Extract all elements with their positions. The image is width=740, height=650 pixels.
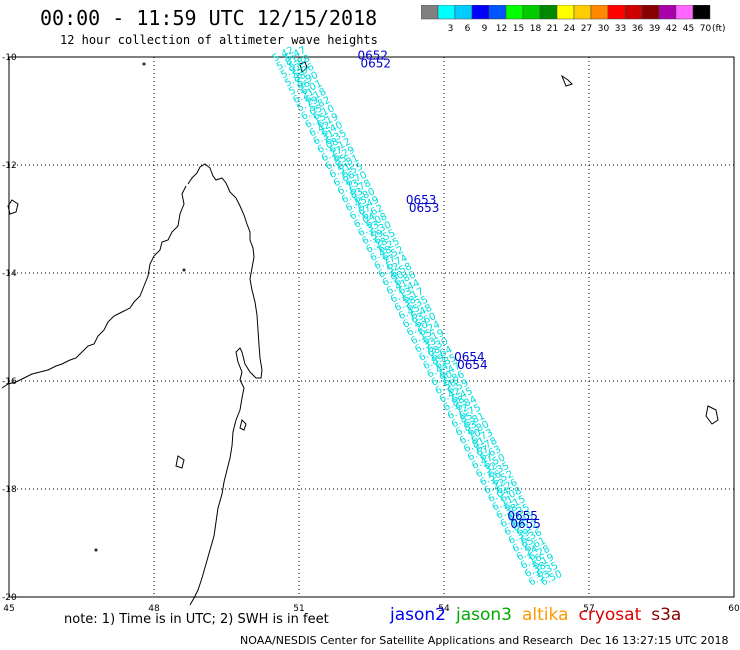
scale-swatch [692, 5, 711, 20]
pass-time-label: 0652 [358, 48, 389, 62]
scale-tick-label: 3 [448, 24, 454, 34]
satellite-legend-item: s3a [651, 605, 682, 625]
islet [142, 62, 146, 66]
scale-tick-label: 15 [513, 24, 524, 34]
island-small-2 [175, 455, 185, 469]
satellite-legend-item: altika [522, 605, 569, 625]
island-east [560, 74, 573, 87]
scale-tick-label: 18 [530, 24, 542, 34]
satellite-legend-item: jason3 [456, 605, 512, 625]
lat-tick-label: -16 [2, 377, 17, 387]
lon-tick-label: 54 [438, 604, 450, 614]
scale-tick-label: 33 [615, 24, 626, 34]
pass-time-label: 0652 [361, 56, 392, 70]
madagascar-coastline [187, 163, 263, 606]
lon-tick-label: 57 [583, 604, 594, 614]
satellite-tracks: 5.425.815.925.885.966.215.796.056.156.42… [271, 45, 564, 588]
scale-tick-label: 70 [700, 24, 712, 34]
islet [94, 548, 98, 552]
map-frame [8, 56, 735, 598]
scale-tick-label: 36 [632, 24, 644, 34]
satellite-legend: jason2 jason3 altika cryosat s3a [390, 605, 691, 625]
scale-tick-label: 9 [482, 24, 488, 34]
lat-tick-label: -12 [2, 161, 17, 171]
credit-text: NOAA/NESDIS Center for Satellite Applica… [240, 634, 574, 647]
islet [182, 268, 186, 272]
mauritius-island [705, 405, 719, 425]
satellite-legend-item: cryosat [578, 605, 642, 625]
pass-time-label: 0654 [457, 358, 488, 372]
scale-tick-label: 39 [649, 24, 661, 34]
madagascar-west-coastline [1, 185, 187, 389]
scale-tick-label: 6 [465, 24, 471, 34]
lat-tick-label: -14 [2, 269, 17, 279]
scale-unit: (ft) [712, 24, 726, 34]
scale-tick-label: 45 [683, 24, 694, 34]
lat-tick-label: -20 [2, 593, 17, 603]
lon-tick-label: 51 [293, 604, 304, 614]
satellite-legend-item: jason2 [390, 605, 446, 625]
coastline [1, 61, 719, 606]
lat-tick-label: -10 [2, 53, 17, 63]
scale-tick-label: 12 [496, 24, 507, 34]
generation-timestamp: Dec 16 13:27:15 UTC 2018 [580, 634, 729, 647]
wave-height-color-scale: 3 6 9 12 15 18 21 24 27 30 33 36 39 42 45 70 (ft) [421, 5, 726, 34]
footer-note: note: 1) Time is in UTC; 2) SWH is in fe… [64, 612, 329, 627]
pass-time-label: 0654 [454, 350, 485, 364]
lon-tick-label: 48 [148, 604, 160, 614]
island-small [239, 419, 247, 431]
pass-time-label: 0655 [507, 509, 538, 523]
lat-tick-label: -18 [2, 485, 17, 495]
pass-time-label: 0653 [409, 201, 440, 215]
axis-labels: 45 48 51 54 57 60 -10 -12 -14 -16 -18 -20 [2, 53, 740, 614]
scale-tick-label: 24 [564, 24, 576, 34]
lat-lon-grid [8, 56, 735, 598]
scale-tick-label: 42 [666, 24, 677, 34]
scale-tick-label: 30 [598, 24, 610, 34]
reunion-island [299, 61, 308, 73]
map-subtitle: 12 hour collection of altimeter wave hei… [60, 33, 378, 47]
map-title: 00:00 - 11:59 UTC 12/15/2018 [40, 6, 378, 30]
scale-tick-label: 27 [581, 24, 592, 34]
pass-time-label: 0653 [406, 193, 437, 207]
lon-tick-label: 60 [728, 604, 740, 614]
scale-tick-label: 21 [547, 24, 558, 34]
pass-time-label: 0655 [510, 517, 541, 531]
lon-tick-label: 45 [3, 604, 14, 614]
